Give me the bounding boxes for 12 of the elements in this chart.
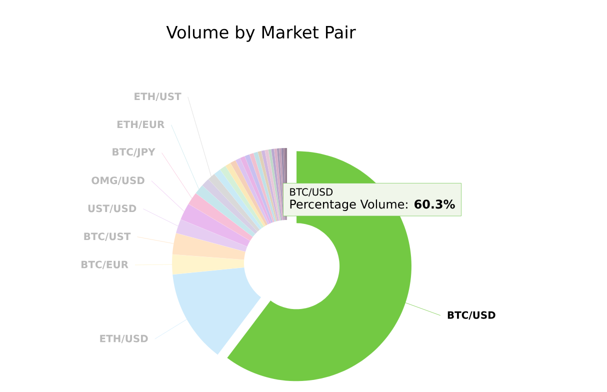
slice-label: ETH/UST xyxy=(134,92,182,101)
slice-label: ETH/USD xyxy=(100,334,148,344)
text: Percentage Volume: 60.3% xyxy=(290,199,455,212)
slice-label: OMG/USD xyxy=(92,176,144,185)
slice-label: BTC/JPY xyxy=(112,148,156,158)
slice-label: BTC/USD xyxy=(290,188,333,196)
chart-title: Volume by Market Pair xyxy=(166,26,356,42)
slice-label: BTC/UST xyxy=(84,232,131,241)
slice-label: UST/USD xyxy=(88,204,136,213)
slice-label: BTC/EUR xyxy=(82,260,128,270)
slice-label: ETH/EUR xyxy=(117,120,164,129)
slice-label: BTC/USD xyxy=(448,311,496,320)
